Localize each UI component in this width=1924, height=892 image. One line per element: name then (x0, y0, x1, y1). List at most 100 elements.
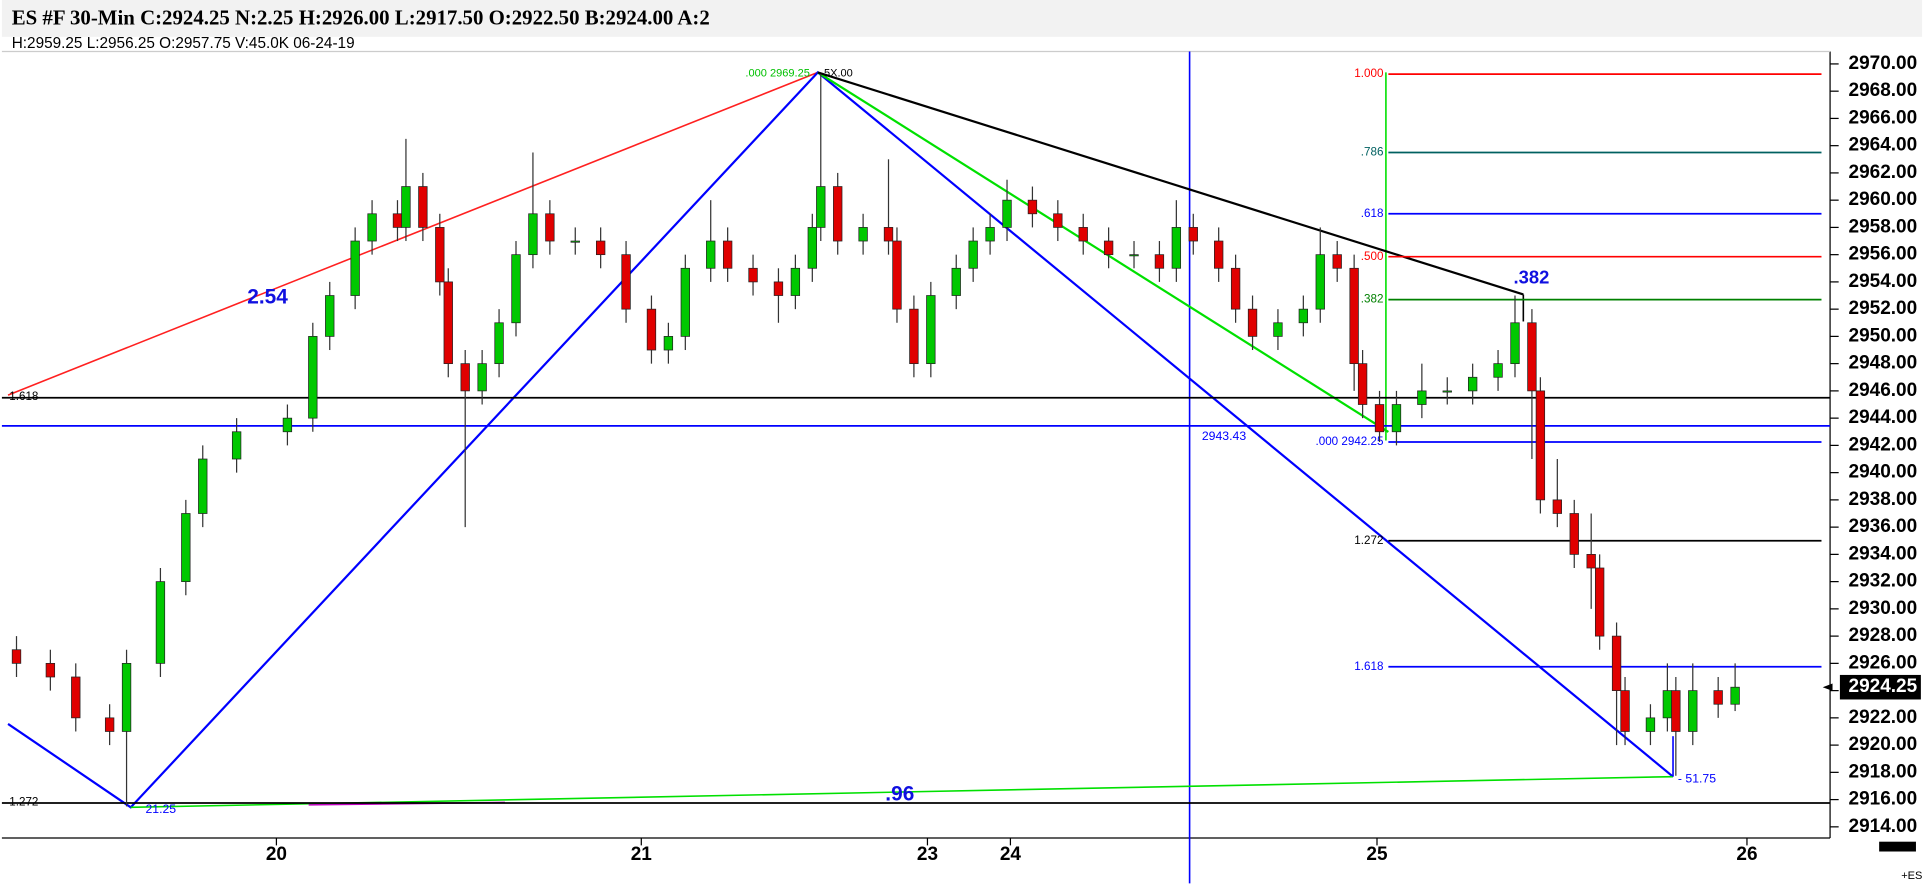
candle-body (1002, 199, 1012, 228)
candle-body (1527, 322, 1537, 392)
x-tick-label: 20 (266, 844, 287, 865)
last-price-box (1839, 674, 1921, 700)
candle-body (325, 295, 335, 337)
candle-body (1103, 240, 1114, 256)
y-tick-label: 2946.00 (1849, 380, 1918, 401)
candle-body (1273, 322, 1283, 337)
annotation: .96 (885, 783, 914, 806)
trend-line (7, 71, 819, 396)
y-tick-label: 2938.00 (1849, 489, 1918, 510)
candle-body (985, 227, 995, 242)
y-tick-label: 2958.00 (1849, 216, 1918, 237)
candle-body (435, 227, 445, 283)
candle-body (595, 240, 606, 256)
candle-body (282, 417, 293, 433)
y-tick-label: 2918.00 (1849, 761, 1918, 782)
candle-body (1230, 267, 1241, 310)
chart-title: ES #F 30-Min C:2924.25 N:2.25 H:2926.00 … (12, 5, 710, 29)
candle-body (833, 186, 843, 242)
candle-body (1467, 376, 1478, 392)
candle-body (621, 254, 631, 310)
level-label: 1.272 (9, 795, 38, 808)
candle-body (1247, 308, 1258, 337)
y-tick-label: 2940.00 (1849, 462, 1918, 483)
candle-body (680, 267, 690, 337)
annotation: 2.54 (247, 286, 288, 309)
y-tick-label: 2950.00 (1849, 325, 1918, 346)
candle-body (1053, 213, 1063, 228)
candle-body (494, 322, 504, 365)
y-tick-label: 2968.00 (1849, 80, 1918, 101)
candle-body (1442, 390, 1452, 393)
candle-body (1374, 404, 1385, 433)
fib-label: .786 (1361, 146, 1384, 159)
y-tick-label: 2960.00 (1849, 189, 1918, 210)
y-tick-label: 2962.00 (1849, 162, 1918, 183)
candle-body (1129, 254, 1139, 257)
candle-body (1391, 404, 1402, 433)
candle-body (646, 308, 657, 351)
fib-label: 1.000 (1354, 67, 1384, 80)
candle-body (350, 240, 360, 296)
y-tick-label: 2966.00 (1849, 107, 1918, 128)
fib-label: .618 (1361, 207, 1384, 220)
candle-body (1730, 686, 1740, 705)
y-tick-label: 2942.00 (1849, 434, 1918, 455)
candle-body (1510, 322, 1520, 365)
y-tick-label: 2928.00 (1849, 625, 1918, 646)
candle-body (418, 186, 428, 228)
candle-body (1594, 567, 1605, 637)
candle-body (545, 213, 555, 242)
trend-line (817, 71, 1389, 433)
candle-body (1713, 690, 1723, 705)
candle-body (528, 213, 538, 256)
candle-body (909, 308, 919, 365)
candle-body (1671, 690, 1681, 732)
fib-label: .000 2942.25 (1315, 435, 1383, 448)
candle-body (71, 676, 81, 719)
fib-label: .382 (1361, 293, 1384, 306)
candle-body (367, 213, 377, 242)
level-label: 1.618 (9, 390, 38, 403)
x-tick-label: 23 (917, 844, 938, 865)
candle-body (1552, 499, 1562, 514)
candle-body (1535, 390, 1546, 501)
y-tick-label: 2954.00 (1849, 271, 1918, 292)
candle-body (1027, 199, 1038, 215)
candle-body (460, 363, 470, 392)
chart-subtitle: H:2959.25 L:2956.25 O:2957.75 V:45.0K 06… (12, 35, 355, 52)
candle-body (1569, 513, 1579, 555)
fib-label: .500 (1361, 250, 1384, 263)
candle-body (231, 431, 242, 460)
candle-body (198, 458, 208, 514)
candle-body (104, 717, 115, 732)
x-tick-label: 21 (631, 844, 653, 865)
y-tick-label: 2956.00 (1849, 244, 1918, 265)
y-tick-label: 2948.00 (1849, 353, 1918, 374)
candle-body (511, 254, 521, 324)
candle-body (1332, 254, 1342, 269)
candle-body (570, 240, 580, 243)
candles (11, 74, 1740, 807)
annotation: .000 2969.25 (745, 68, 809, 80)
fib-label: 1.272 (1354, 534, 1383, 547)
y-tick-label: 2964.00 (1849, 135, 1918, 156)
candle-body (706, 240, 716, 269)
candle-body (926, 295, 936, 365)
candle-body (722, 240, 733, 269)
last-price-arrow (1822, 683, 1833, 691)
candle-body (308, 336, 318, 419)
y-tick-label: 2922.00 (1849, 707, 1918, 728)
candle-body (1611, 635, 1622, 691)
scroll-handle (1879, 841, 1916, 852)
candle-body (11, 649, 22, 664)
candle-body (1078, 227, 1088, 242)
y-tick-label: 2914.00 (1849, 816, 1918, 837)
y-tick-label: 2920.00 (1849, 734, 1918, 755)
candle-body (1188, 227, 1198, 242)
candle-body (1357, 363, 1368, 405)
y-tick-label: 2932.00 (1849, 571, 1918, 592)
y-tick-label: 2916.00 (1849, 789, 1918, 810)
x-tick-label: 24 (1000, 844, 1022, 865)
